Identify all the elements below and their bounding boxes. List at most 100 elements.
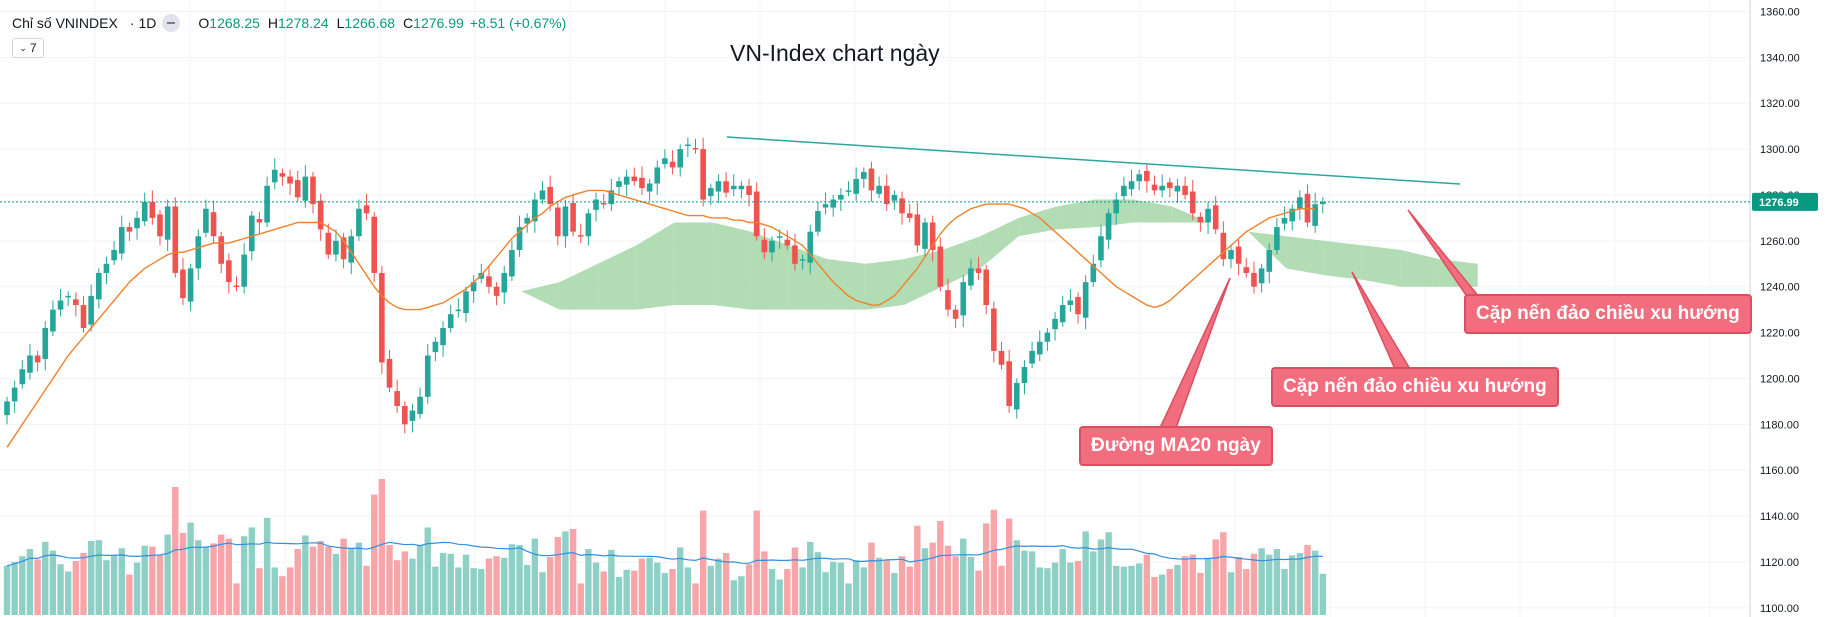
- candle-body: [447, 314, 454, 328]
- candle-body: [180, 269, 186, 299]
- volume-bar: [1281, 569, 1288, 615]
- volume-bar: [508, 544, 516, 615]
- volume-bar: [126, 574, 133, 615]
- volume-bar: [1059, 549, 1066, 615]
- open-value: 1268.25: [209, 15, 260, 31]
- candle-body: [111, 250, 117, 261]
- volume-bar: [263, 517, 271, 615]
- candle-body: [960, 282, 967, 316]
- candle-body: [203, 208, 209, 233]
- candle-body: [692, 147, 699, 150]
- cloud-segment-bull: [24, 584, 63, 608]
- cloud-segment-bull: [368, 316, 407, 328]
- candlesticks: [4, 137, 1326, 434]
- candle-body: [1105, 213, 1112, 240]
- volume-bar: [745, 564, 753, 615]
- volume-bar: [1036, 567, 1043, 615]
- candle-body: [975, 268, 982, 273]
- volume-bar: [164, 534, 171, 615]
- minus-icon[interactable]: [162, 14, 181, 32]
- volume-bar: [156, 554, 164, 615]
- volume-bar: [80, 553, 87, 615]
- price-tick-label: 1340.00: [1760, 52, 1800, 64]
- candle-body: [929, 222, 936, 251]
- high-value: 1278.24: [278, 15, 329, 31]
- volume-bar: [654, 562, 661, 615]
- indicators-toggle[interactable]: ⌄ 7: [12, 38, 44, 58]
- close-label: C: [403, 15, 414, 31]
- price-tick-label: 1100.00: [1760, 603, 1799, 615]
- volume-bar: [501, 557, 508, 615]
- volume-bar: [837, 562, 845, 615]
- candle-body: [1159, 185, 1165, 191]
- volume-bar: [1082, 531, 1089, 615]
- candle-body: [1182, 185, 1188, 195]
- candle-body: [761, 239, 768, 253]
- volume-bar: [830, 561, 837, 615]
- candle-body: [363, 205, 370, 214]
- interval-label[interactable]: 1D: [138, 15, 157, 31]
- volume-bar: [646, 557, 653, 615]
- volume-bar: [1158, 574, 1166, 615]
- candle-body: [118, 227, 125, 254]
- candle-body: [654, 167, 661, 184]
- cloud-segment-bull: [712, 222, 751, 310]
- volume-bar: [202, 547, 210, 615]
- price-axis[interactable]: 1100.00 1120.00 1140.00 1160.00 1180.00 1200.…: [1752, 6, 1818, 615]
- candle-body: [463, 291, 469, 314]
- cloud-segment-bull: [597, 245, 637, 310]
- candle-body: [685, 144, 691, 147]
- volume-bar: [1105, 532, 1112, 615]
- candle-body: [470, 282, 477, 292]
- volume-bar: [348, 548, 355, 615]
- candle-body: [65, 295, 71, 298]
- volume-bar: [937, 521, 944, 615]
- candle-body: [1044, 332, 1051, 342]
- chevron-down-icon: ⌄: [19, 42, 27, 53]
- volume-bar: [1005, 518, 1013, 615]
- volume-bar: [554, 537, 561, 615]
- candle-body: [753, 191, 760, 237]
- volume-bar: [294, 549, 301, 615]
- volume-bar: [998, 565, 1005, 615]
- volume-bar: [1250, 553, 1258, 615]
- candle-body: [493, 286, 500, 296]
- volume-bar: [1189, 554, 1196, 615]
- volume-bar: [891, 573, 898, 615]
- candle-body: [57, 300, 64, 310]
- candle-body: [73, 299, 79, 306]
- volume-bar: [42, 541, 49, 615]
- symbol-name[interactable]: Chỉ số VNINDEX: [12, 15, 118, 31]
- volume-bar: [1136, 563, 1143, 615]
- volume-bar: [1067, 562, 1074, 615]
- candle-body: [807, 231, 814, 263]
- volume-bar: [72, 561, 80, 615]
- cloud-segment-bull: [100, 516, 139, 551]
- candle-body: [50, 309, 56, 332]
- candle-body: [424, 355, 431, 397]
- volume-bar: [424, 527, 431, 615]
- volume-bar: [256, 568, 263, 615]
- candle-body: [126, 227, 133, 232]
- candle-body: [218, 236, 224, 264]
- volume-bar: [485, 558, 493, 615]
- candle-body: [883, 185, 890, 205]
- resistance-trendline[interactable]: [726, 136, 1461, 185]
- price-tick-label: 1300.00: [1760, 144, 1800, 156]
- candle-body: [555, 207, 561, 237]
- candle-body: [585, 213, 592, 237]
- chart-title: VN-Index chart ngày: [730, 40, 940, 66]
- volume-bar: [1028, 551, 1036, 615]
- candle-body: [302, 176, 309, 201]
- price-tick-label: 1360.00: [1760, 6, 1800, 18]
- volume-bar: [1235, 557, 1242, 615]
- candle-body: [1090, 263, 1097, 283]
- volume-bar: [179, 533, 187, 615]
- volume-bar: [623, 569, 630, 615]
- volume-bar: [355, 542, 363, 615]
- candle-body: [532, 199, 538, 222]
- volume-bar: [1296, 553, 1304, 615]
- candle-body: [914, 214, 921, 246]
- candle-body: [371, 216, 377, 273]
